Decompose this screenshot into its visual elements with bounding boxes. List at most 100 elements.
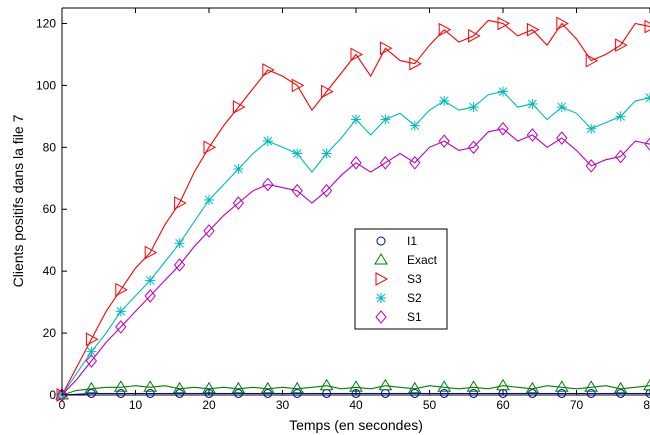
marker-s1 [203, 224, 215, 238]
legend-label-s1: S1 [407, 310, 422, 324]
marker-s3 [203, 140, 217, 155]
marker-i1 [233, 388, 243, 398]
legend-marker-s1 [375, 310, 387, 324]
marker-s3 [115, 282, 128, 297]
y-tick-label: 40 [43, 264, 57, 278]
marker-s2 [262, 136, 273, 147]
x-tick-label: 30 [276, 398, 290, 412]
marker-i1 [292, 388, 302, 398]
marker-exact [584, 380, 599, 392]
marker-s1 [291, 183, 303, 198]
y-tick-label: 60 [43, 202, 57, 216]
series-line-exact [61, 385, 650, 396]
marker-s3 [85, 332, 99, 347]
marker-s3 [644, 19, 650, 34]
marker-exact [319, 378, 334, 391]
marker-s2 [380, 114, 391, 125]
marker-exact [525, 381, 540, 394]
x-tick-label: 40 [349, 398, 363, 412]
marker-i1 [263, 388, 273, 398]
legend-label-s3: S3 [407, 272, 422, 286]
x-tick-label: 20 [202, 398, 216, 412]
legend-marker-s2 [376, 293, 386, 303]
marker-exact [407, 381, 422, 394]
marker-s3 [615, 38, 628, 52]
axes-layer: 0 10 20 30 40 50 60 70 80 0 20 40 60 80 100 120 [36, 7, 650, 412]
marker-exact [260, 381, 275, 394]
marker-exact [113, 380, 128, 392]
marker-s2 [321, 148, 332, 159]
marker-s3 [174, 196, 187, 210]
marker-s3 [497, 16, 511, 31]
marker-s2 [527, 98, 538, 109]
marker-s3 [585, 53, 599, 68]
x-tick-label: 10 [129, 398, 143, 412]
marker-s1 [56, 388, 68, 402]
marker-s1 [320, 183, 333, 198]
series-line-s1 [61, 128, 650, 396]
marker-s1 [379, 156, 392, 170]
marker-s2 [468, 102, 479, 113]
marker-s1 [262, 177, 274, 192]
marker-s1 [438, 134, 450, 148]
marker-exact [643, 378, 650, 391]
y-axis-label: Clients positifs dans la file 7 [10, 114, 26, 287]
marker-s1 [232, 196, 245, 210]
marker-s1 [497, 121, 509, 136]
marker-i1 [145, 388, 155, 398]
marker-s1 [556, 131, 568, 145]
legend-marker-exact [374, 253, 388, 265]
marker-exact [554, 380, 569, 392]
marker-s1 [409, 156, 421, 170]
marker-s2 [351, 114, 361, 125]
marker-s2 [498, 86, 508, 97]
marker-s2 [86, 346, 97, 357]
legend-label-s2: S2 [407, 291, 422, 305]
marker-s1 [85, 354, 98, 368]
marker-s3 [144, 245, 158, 260]
marker-i1 [645, 388, 650, 398]
x-tick-label: 70 [570, 398, 584, 412]
marker-s2 [409, 120, 420, 131]
marker-s3 [232, 100, 246, 114]
marker-s2 [556, 102, 567, 113]
marker-s3 [409, 56, 422, 71]
marker-s2 [292, 148, 303, 159]
marker-exact [378, 378, 393, 391]
marker-i1 [469, 388, 479, 398]
marker-exact [466, 380, 481, 392]
marker-s2 [204, 194, 214, 205]
y-tick-label: 80 [43, 140, 57, 154]
marker-i1 [86, 388, 96, 398]
y-tick-label: 120 [36, 16, 56, 30]
x-tick-label: 60 [496, 398, 510, 412]
legend-box [354, 228, 448, 330]
y-tick-label: 100 [36, 78, 56, 92]
plot-area [62, 8, 650, 395]
marker-exact [84, 381, 99, 394]
marker-i1 [527, 388, 537, 398]
series-exact [55, 378, 650, 400]
marker-s2 [145, 275, 156, 286]
marker-s3 [526, 22, 540, 37]
marker-s2 [115, 306, 126, 317]
marker-i1 [439, 388, 449, 398]
marker-s3 [556, 16, 569, 31]
y-tick-label: 0 [49, 388, 56, 402]
marker-s3 [350, 47, 364, 62]
x-tick-label: 80 [643, 398, 650, 412]
marker-s1 [144, 289, 156, 303]
legend-label-i1: I1 [407, 234, 417, 248]
marker-i1 [586, 388, 596, 398]
series-layer [55, 16, 650, 402]
x-tick-label: 50 [423, 398, 437, 412]
x-axis-label: Temps (en secondes) [289, 417, 423, 433]
marker-s2 [615, 111, 626, 122]
marker-i1 [204, 388, 214, 398]
series-s1 [56, 121, 650, 402]
marker-s3 [468, 29, 481, 43]
marker-s1 [585, 159, 597, 173]
marker-s1 [614, 149, 627, 164]
y-tick-label: 20 [43, 326, 57, 340]
